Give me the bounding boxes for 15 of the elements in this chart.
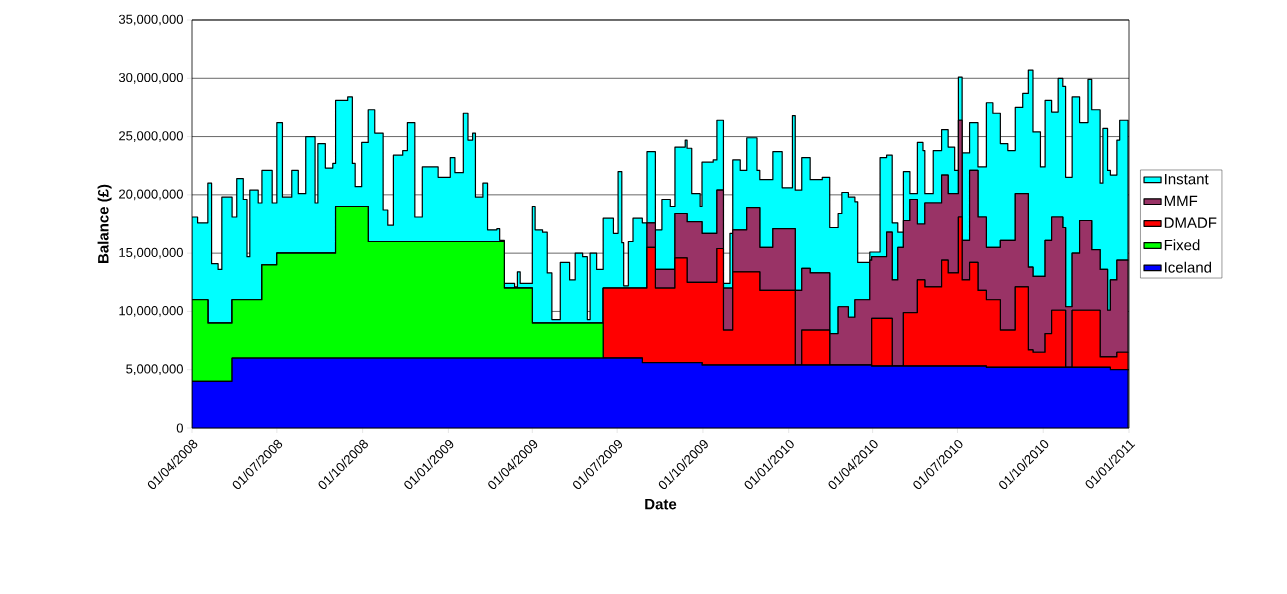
- y-axis-title: Balance (£): [97, 184, 112, 264]
- y-tick-label: 0: [176, 423, 183, 433]
- legend-label: MMF: [1164, 195, 1198, 207]
- y-tick-label: 25,000,000: [119, 131, 183, 142]
- x-axis-title: Date: [645, 498, 677, 510]
- y-tick-label: 20,000,000: [119, 189, 183, 201]
- y-tick-label: 15,000,000: [119, 247, 183, 259]
- y-tick-label: 5,000,000: [126, 364, 183, 376]
- legend-label: Instant: [1165, 173, 1209, 185]
- y-tick-label: 30,000,000: [118, 72, 183, 84]
- y-tick-label: 10,000,000: [119, 306, 183, 317]
- y-tick-label: 35,000,000: [118, 14, 183, 26]
- legend-label: Fixed: [1164, 239, 1200, 251]
- legend-label: DMADF: [1164, 217, 1217, 228]
- legend-label: Iceland: [1165, 261, 1212, 273]
